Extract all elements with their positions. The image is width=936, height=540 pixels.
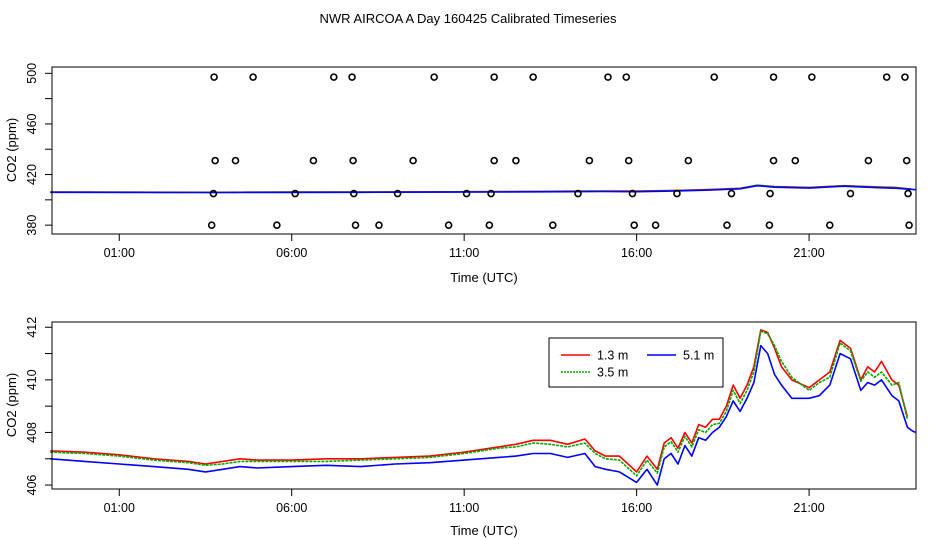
legend-label-5-1m: 5.1 m [683,349,714,363]
top-x-axis-label: Time (UTC) [450,270,517,285]
bottom-x-tick-label: 11:00 [449,501,479,515]
scatter-point [430,73,438,81]
scatter-point [723,221,731,229]
scatter-point [549,221,557,229]
bottom-y-axis-label: CO2 (ppm) [4,373,19,437]
scatter-point [249,73,257,81]
scatter-point [485,221,494,229]
scatter-point [349,189,358,198]
scatter-point [393,189,402,198]
bottom-x-axis: 01:00 06:00 11:00 16:00 21:00 [104,488,825,515]
top-panel: 01:00 06:00 11:00 16:00 21:00 380 420 460 500 T… [4,63,917,285]
top-y-tick-label: 420 [25,164,39,185]
scatter-point [291,189,299,198]
scatter-point [630,221,639,229]
bottom-x-tick-label: 01:00 [104,501,135,515]
legend-box [548,337,724,388]
scatter-point [882,73,891,81]
top-y-tick-label: 380 [25,215,39,236]
scatter-point [651,221,660,229]
scatter-point [211,156,219,165]
scatter-point [490,73,498,81]
scatter-point [604,73,612,81]
scatter-point [864,156,873,165]
scatter-point [409,156,417,165]
top-series-lines [50,184,917,194]
bottom-y-tick-label: 410 [25,369,39,390]
scatter-point [902,156,911,165]
scatter-point [905,221,913,229]
scatter-point [684,156,693,165]
scatter-point [231,156,240,165]
scatter-point [462,189,471,198]
bottom-panel: 01:00 06:00 11:00 16:00 21:00 406 408 410 412 T… [4,317,917,538]
bottom-y-tick-label: 408 [25,422,39,443]
legend-label-1-3m: 1.3 m [597,349,628,363]
bottom-series-line-5-1-m [50,344,917,486]
scatter-point [529,73,537,81]
scatter-point [673,189,681,198]
bottom-y-tick-label: 406 [25,475,39,496]
scatter-point [351,221,360,229]
scatter-point [512,156,520,165]
bottom-x-axis-label: Time (UTC) [450,523,517,538]
scatter-point [375,221,383,229]
scatter-point [727,189,736,198]
scatter-point [622,73,631,81]
bottom-plot-frame [51,321,917,490]
scatter-point [329,73,338,81]
scatter-point [210,73,218,81]
scatter-point [348,73,356,81]
scatter-point [766,189,774,198]
top-plot-frame [51,66,917,235]
legend-label-3-5m: 3.5 m [597,366,628,380]
scatter-point [710,73,719,81]
top-x-tick-label: 21:00 [793,246,824,260]
top-scatter-points [207,73,913,229]
scatter-point [628,189,637,198]
scatter-point [769,156,778,165]
scatter-point [209,189,218,198]
legend: 1.3 m 3.5 m 5.1 m [548,337,724,388]
bottom-y-tick-label: 412 [25,317,39,338]
bottom-series-line-1-3-m [50,329,909,473]
scatter-point [444,221,453,229]
scatter-point [309,156,318,165]
scatter-point [808,73,816,81]
bottom-y-axis: 406 408 410 412 [25,317,53,496]
top-x-tick-label: 01:00 [104,246,135,260]
scatter-point [490,156,498,165]
top-x-tick-label: 16:00 [621,246,652,260]
scatter-point [901,73,909,81]
scatter-point [207,221,216,229]
bottom-series-lines [50,329,917,486]
bottom-x-tick-label: 06:00 [276,501,307,515]
scatter-point [765,221,774,229]
scatter-point [825,221,834,229]
scatter-point [846,189,855,198]
top-y-tick-label: 460 [25,113,39,134]
top-x-tick-label: 11:00 [449,246,479,260]
bottom-x-tick-label: 21:00 [793,501,824,515]
scatter-point [624,156,633,165]
top-x-tick-label: 06:00 [276,246,307,260]
top-y-axis: 380 420 460 500 [25,63,53,236]
scatter-point [585,156,594,165]
top-x-axis: 01:00 06:00 11:00 16:00 21:00 [104,233,825,260]
top-y-axis-label: CO2 (ppm) [4,118,19,182]
scatter-point [487,189,495,198]
bottom-series-line-3-5-m [50,330,909,477]
scatter-point [769,73,778,81]
scatter-point [791,156,800,165]
top-y-tick-label: 500 [25,63,39,84]
scatter-point [574,189,582,198]
scatter-point [904,189,912,198]
figure-title: NWR AIRCOA A Day 160425 Calibrated Times… [320,11,617,26]
top-series-line-5-1-m [50,184,917,194]
scatter-point [273,221,281,229]
scatter-point [349,156,357,165]
bottom-x-tick-label: 16:00 [621,501,652,515]
